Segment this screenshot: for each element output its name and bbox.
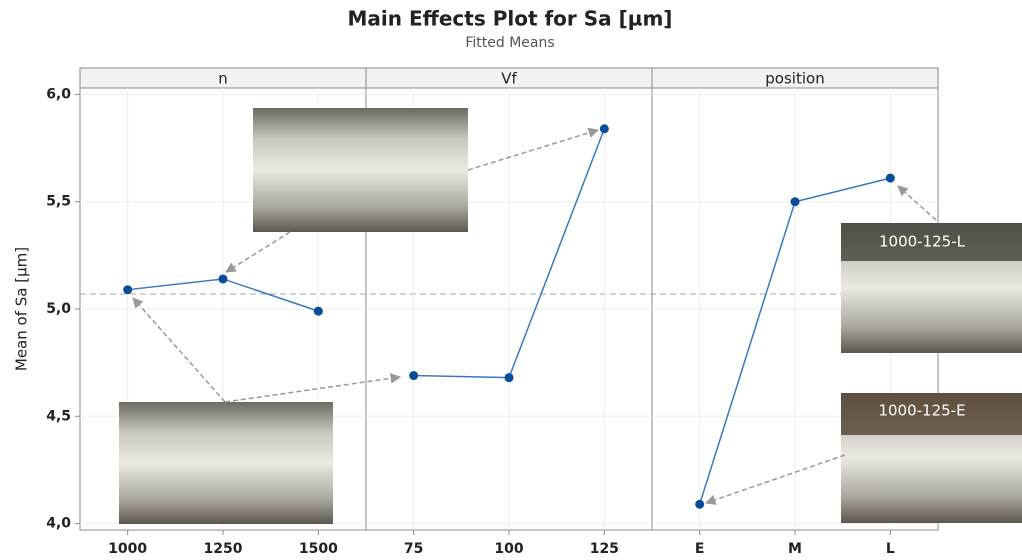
photo-dark	[841, 223, 1022, 261]
arrow	[897, 185, 937, 221]
chart-title: Main Effects Plot for Sa [µm]	[348, 7, 673, 31]
point	[218, 274, 228, 284]
y-tick-label: 4,0	[46, 516, 71, 532]
x-tick-label: 1500	[299, 541, 338, 557]
photos: 1000-125-L 1000-125-E	[119, 108, 1022, 524]
panel-title: n	[218, 70, 228, 88]
x-tick-label: 100	[494, 541, 523, 557]
y-tick-label: 5,5	[46, 194, 71, 210]
y-tick-label: 6,0	[46, 86, 71, 102]
photo-label: 1000-125-E	[878, 402, 965, 420]
point	[790, 197, 800, 207]
y-tick-label: 4,5	[46, 408, 71, 424]
y-axis-label: Mean of Sa [µm]	[13, 247, 31, 371]
arrow	[225, 231, 291, 273]
photo-dark	[841, 393, 1022, 435]
arrows	[132, 127, 937, 505]
arrow	[132, 297, 226, 403]
x-tick-label: 1250	[204, 541, 243, 557]
point	[313, 306, 323, 316]
arrow	[467, 127, 600, 171]
point	[885, 173, 895, 183]
photo-label: 1000-125-L	[879, 233, 966, 251]
point	[123, 285, 133, 295]
point	[695, 499, 705, 509]
x-tick-label: L	[886, 541, 895, 557]
x-tick-label: 1000	[108, 541, 147, 557]
chart-subtitle: Fitted Means	[465, 35, 554, 51]
x-tick-label: 125	[590, 541, 619, 557]
panel-title: position	[765, 70, 824, 88]
arrow	[224, 373, 402, 403]
point	[599, 124, 609, 134]
x-tick-label: M	[788, 541, 802, 557]
photo	[119, 402, 333, 524]
y-tick-label: 5,0	[46, 301, 71, 317]
point	[504, 373, 514, 383]
x-tick-label: E	[695, 541, 705, 557]
point	[409, 371, 419, 381]
arrow	[705, 454, 846, 505]
panel-title: Vf	[501, 70, 517, 88]
x-tick-label: 75	[404, 541, 423, 557]
photo	[253, 108, 468, 232]
